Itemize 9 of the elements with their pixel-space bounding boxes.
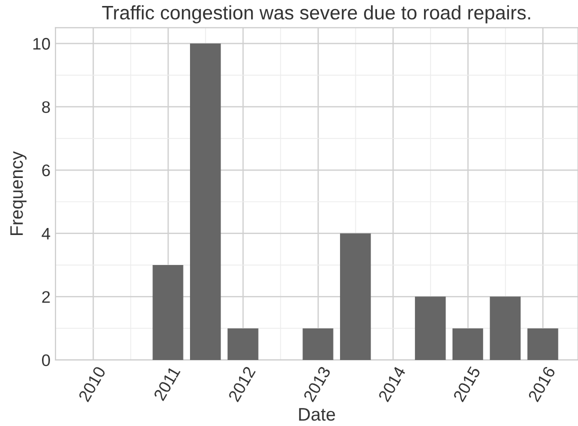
x-axis-title: Date <box>299 408 336 421</box>
y-tick-label: 2 <box>42 291 50 303</box>
y-tick-label: 6 <box>42 164 50 176</box>
y-axis-title: Frequency <box>10 151 27 235</box>
chart-title: Traffic congestion was severe due to road repairs. <box>102 5 530 24</box>
y-tick-label: 8 <box>42 101 50 114</box>
y-tick-label: 4 <box>42 228 50 240</box>
y-tick-label: 10 <box>33 38 50 50</box>
y-tick-label: 0 <box>42 354 50 366</box>
